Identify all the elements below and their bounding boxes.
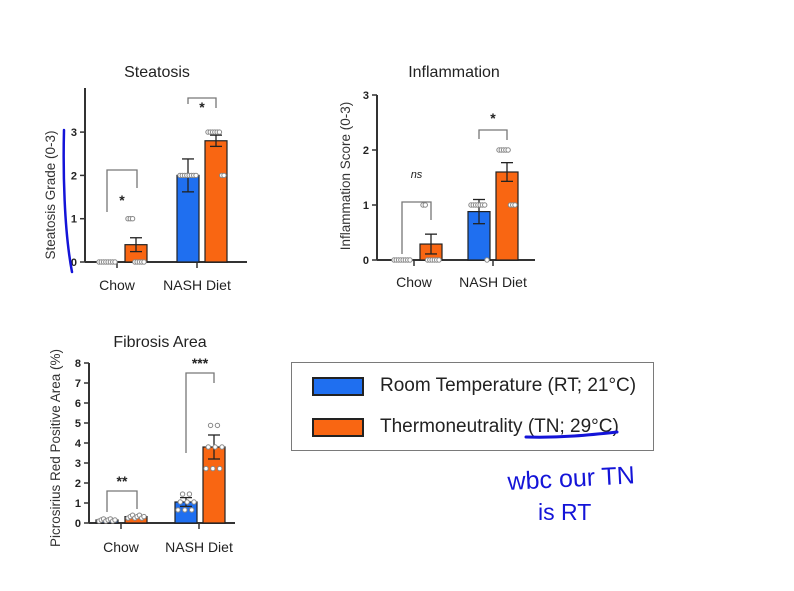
data-point	[129, 216, 136, 222]
tn-swatch	[312, 417, 364, 437]
y-tick-label: 0	[363, 255, 369, 267]
data-point	[407, 257, 413, 263]
data-point	[184, 499, 190, 505]
significance-bracket	[478, 129, 508, 140]
data-point	[214, 422, 221, 429]
fibrosis-title: Fibrosis Area	[113, 334, 207, 351]
significance-label: *	[490, 110, 496, 126]
y-tick-label: 2	[71, 170, 77, 182]
data-point	[193, 172, 199, 179]
data-point	[141, 259, 147, 265]
data-point	[141, 513, 147, 520]
data-point	[189, 507, 195, 513]
y-tick-label: 1	[71, 214, 77, 226]
data-point	[217, 465, 223, 472]
y-tick-label: 4	[75, 438, 82, 450]
handwritten-note-line2: is RT	[538, 499, 591, 525]
y-tick-label: 2	[75, 478, 81, 490]
data-point	[219, 444, 225, 450]
data-point	[512, 202, 518, 208]
legend-item-tn: Thermoneutrality (TN; 29°C)	[312, 416, 619, 438]
handwritten-note-line1: wbc our TN	[506, 461, 636, 496]
data-point	[212, 444, 218, 450]
y-tick-label: 8	[75, 358, 81, 370]
x-category-label: Chow	[396, 274, 433, 290]
x-category-label: Chow	[103, 539, 140, 555]
x-category-label: NASH Diet	[459, 274, 527, 290]
data-point	[221, 172, 227, 179]
significance-label: ***	[192, 355, 209, 371]
data-point	[186, 491, 193, 497]
data-point	[207, 422, 214, 429]
x-category-label: NASH Diet	[163, 277, 231, 293]
y-tick-label: 1	[363, 200, 369, 212]
data-point	[179, 491, 186, 497]
significance-label: *	[199, 99, 205, 115]
significance-bracket	[106, 169, 138, 212]
y-tick-label: 2	[363, 145, 369, 157]
steatosis-title: Steatosis	[124, 64, 190, 81]
data-point	[112, 517, 118, 523]
data-point	[175, 507, 181, 513]
y-tick-label: 5	[75, 418, 81, 430]
x-category-label: NASH Diet	[165, 539, 233, 555]
y-axis-label: Picrosirius Red Positive Area (%)	[48, 349, 63, 547]
data-point	[422, 202, 428, 208]
data-point	[182, 507, 188, 513]
data-point	[505, 147, 511, 153]
y-tick-label: 6	[75, 398, 81, 410]
y-axis-label: Steatosis Grade (0-3)	[43, 130, 58, 259]
y-axis-label: Inflammation Score (0-3)	[338, 102, 353, 251]
data-point	[177, 499, 183, 505]
y-tick-label: 3	[71, 127, 77, 139]
significance-label: *	[119, 192, 125, 208]
data-point	[210, 465, 216, 472]
data-point	[484, 257, 490, 263]
significance-label: **	[117, 473, 128, 489]
y-tick-label: 3	[363, 90, 369, 102]
underline-stroke	[524, 430, 619, 439]
legend-item-rt: Room Temperature (RT; 21°C)	[312, 375, 636, 397]
legend-label-tn: Thermoneutrality (TN; 29°C)	[380, 416, 619, 437]
data-point	[191, 499, 197, 505]
y-tick-label: 0	[75, 518, 81, 530]
y-tick-label: 3	[75, 458, 81, 470]
data-point	[216, 129, 223, 135]
significance-bracket	[401, 201, 432, 254]
data-point	[205, 444, 211, 450]
data-point	[482, 202, 488, 208]
significance-bracket	[185, 372, 215, 453]
significance-bracket	[106, 490, 138, 512]
left-margin-stroke	[62, 128, 74, 274]
x-category-label: Chow	[99, 277, 136, 293]
data-point	[436, 257, 442, 263]
rt-swatch	[312, 376, 364, 396]
significance-label: ns	[411, 169, 423, 181]
data-point	[112, 259, 118, 265]
legend-label-rt: Room Temperature (RT; 21°C)	[380, 375, 637, 396]
significance-bracket	[187, 97, 217, 108]
y-tick-label: 7	[75, 378, 81, 390]
inflammation-title: Inflammation	[408, 64, 500, 81]
y-tick-label: 1	[75, 498, 81, 510]
legend-box: Room Temperature (RT; 21°C) Thermoneutra…	[291, 362, 654, 451]
y-tick-label: 0	[71, 257, 77, 269]
data-point	[203, 465, 209, 472]
